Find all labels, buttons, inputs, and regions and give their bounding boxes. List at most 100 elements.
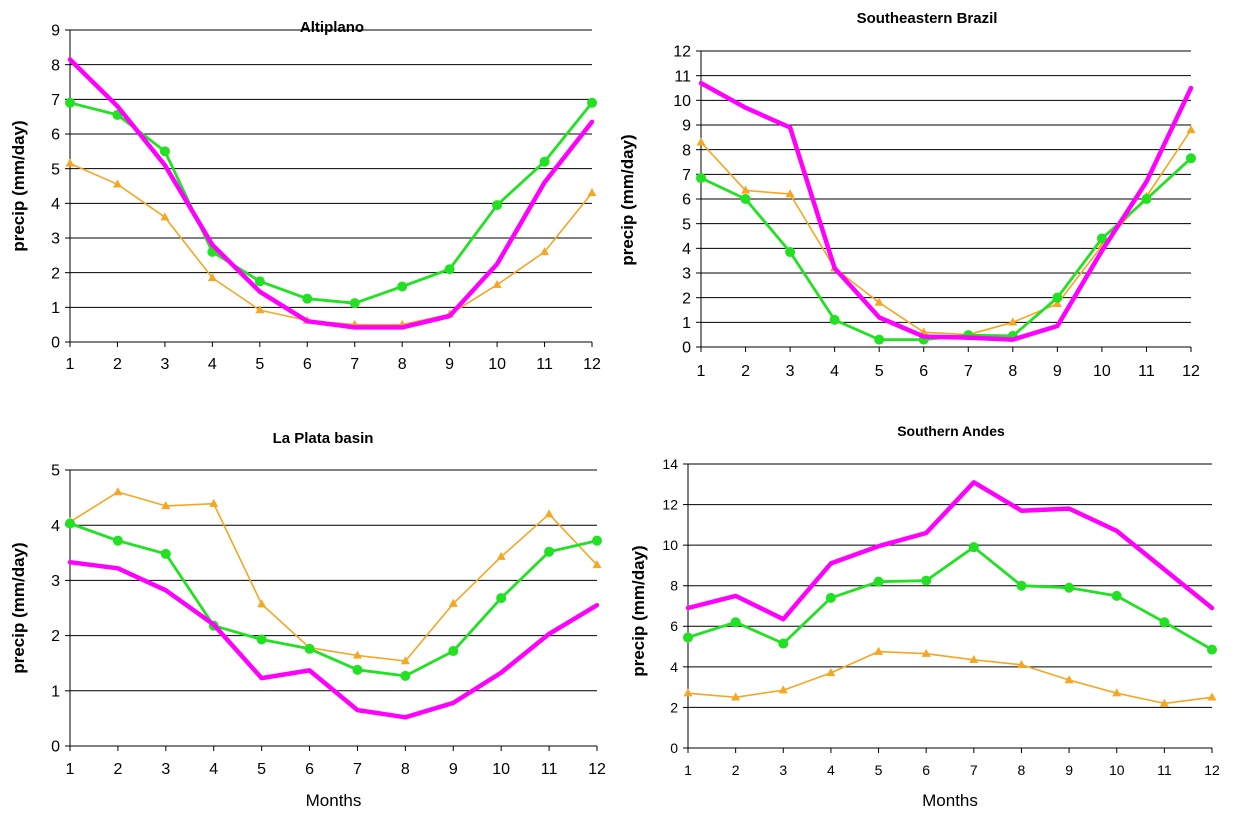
chart-title: La Plata basin [273, 430, 374, 447]
y-tick-label: 4 [51, 196, 60, 213]
x-axis-label: Months [306, 791, 362, 810]
y-tick-label: 3 [51, 573, 60, 590]
data-point-green [544, 546, 555, 557]
chart-title: Southern Andes [897, 423, 1005, 439]
x-tick-label: 1 [66, 356, 75, 373]
y-tick-label: 14 [662, 456, 678, 472]
data-point-green [874, 334, 885, 345]
x-tick-label: 10 [488, 356, 506, 373]
y-tick-label: 10 [673, 93, 691, 110]
y-tick-label: 8 [682, 142, 691, 159]
x-tick-label: 9 [1053, 363, 1062, 380]
x-tick-label: 8 [1018, 762, 1026, 778]
data-point-orange [255, 305, 265, 314]
data-point-green [304, 643, 315, 654]
data-point-green [1141, 194, 1152, 204]
y-tick-label: 8 [670, 578, 678, 594]
data-point-orange [731, 692, 741, 701]
chart-title: Altiplano [300, 19, 364, 36]
data-point-orange [741, 185, 751, 194]
chart-panel-la-plata-basin: La Plata basin 0 1 2 3 4 5 1 2 3 4 5 6 7 8 9 10 11 12 preci… [0, 415, 618, 834]
data-point-green [968, 542, 979, 553]
x-tick-label: 4 [830, 363, 839, 380]
data-point-orange [969, 654, 979, 663]
y-tick-label: 0 [682, 340, 691, 357]
data-point-green [1064, 582, 1075, 593]
y-tick-label: 7 [51, 92, 60, 109]
series-line-orange [69, 491, 598, 662]
x-tick-label: 2 [741, 363, 750, 380]
data-point-orange [496, 551, 506, 560]
data-point-orange [592, 560, 602, 569]
data-point-green [1111, 590, 1122, 601]
data-point-green [1159, 617, 1170, 628]
x-tick-label: 5 [875, 762, 883, 778]
data-point-orange [874, 646, 884, 655]
y-tick-label: 5 [51, 161, 60, 178]
y-tick-label: 4 [670, 659, 678, 675]
x-tick-label: 11 [541, 761, 558, 778]
series-line-orange [687, 650, 1213, 705]
data-point-green [159, 146, 170, 157]
data-point-green [1207, 644, 1217, 655]
x-tick-label: 8 [1008, 363, 1017, 380]
y-tick-label: 12 [662, 496, 678, 512]
data-point-green [400, 670, 411, 681]
x-tick-label: 4 [827, 762, 835, 778]
y-tick-label: 1 [51, 300, 60, 317]
data-point-orange [113, 487, 123, 496]
y-axis-label: precip (mm/day) [618, 134, 637, 265]
y-tick-label: 6 [670, 618, 678, 634]
x-tick-label: 9 [445, 356, 454, 373]
data-point-orange [683, 688, 693, 697]
data-point-orange [1064, 675, 1074, 684]
data-point-orange [1016, 660, 1026, 669]
series-line-magenta [685, 480, 1215, 622]
data-point-green [349, 298, 360, 309]
y-tick-label: 12 [673, 44, 691, 61]
chart-title: Southeastern Brazil [857, 10, 998, 27]
y-axis-label: precip (mm/day) [9, 542, 28, 673]
data-point-green [302, 293, 313, 304]
data-point-orange [448, 598, 458, 607]
data-point-green [730, 617, 741, 628]
data-point-orange [257, 599, 267, 608]
series-line-green [68, 522, 599, 678]
x-tick-label: 5 [255, 356, 264, 373]
data-point-orange [921, 648, 931, 657]
x-tick-label: 12 [583, 356, 601, 373]
data-point-green [1052, 292, 1063, 303]
x-tick-label: 7 [353, 761, 362, 778]
data-point-orange [785, 189, 795, 198]
y-tick-label: 0 [51, 335, 60, 352]
data-point-green [112, 535, 123, 546]
data-point-green [1016, 580, 1027, 591]
data-point-green [444, 264, 455, 275]
x-tick-label: 3 [779, 762, 787, 778]
y-tick-label: 4 [682, 241, 691, 258]
series-line-green [699, 156, 1193, 342]
data-point-orange [352, 650, 362, 659]
data-point-green [825, 592, 836, 603]
y-axis-label: precip (mm/day) [629, 545, 648, 676]
x-tick-label: 12 [1204, 762, 1220, 778]
y-tick-label: 5 [51, 463, 60, 480]
data-point-orange [696, 137, 706, 146]
y-tick-label: 0 [51, 739, 60, 756]
x-tick-label: 1 [697, 363, 706, 380]
y-tick-label: 11 [674, 68, 691, 85]
data-point-orange [1008, 317, 1018, 326]
data-point-green [873, 576, 884, 587]
y-tick-label: 7 [682, 167, 691, 184]
x-tick-label: 6 [305, 761, 314, 778]
data-point-green [448, 646, 459, 657]
y-tick-label: 1 [682, 315, 691, 332]
data-point-orange [161, 501, 171, 510]
x-axis-label: Months [922, 791, 978, 810]
data-point-green [587, 97, 597, 108]
data-point-orange [1207, 692, 1217, 701]
data-point-green [352, 664, 363, 675]
